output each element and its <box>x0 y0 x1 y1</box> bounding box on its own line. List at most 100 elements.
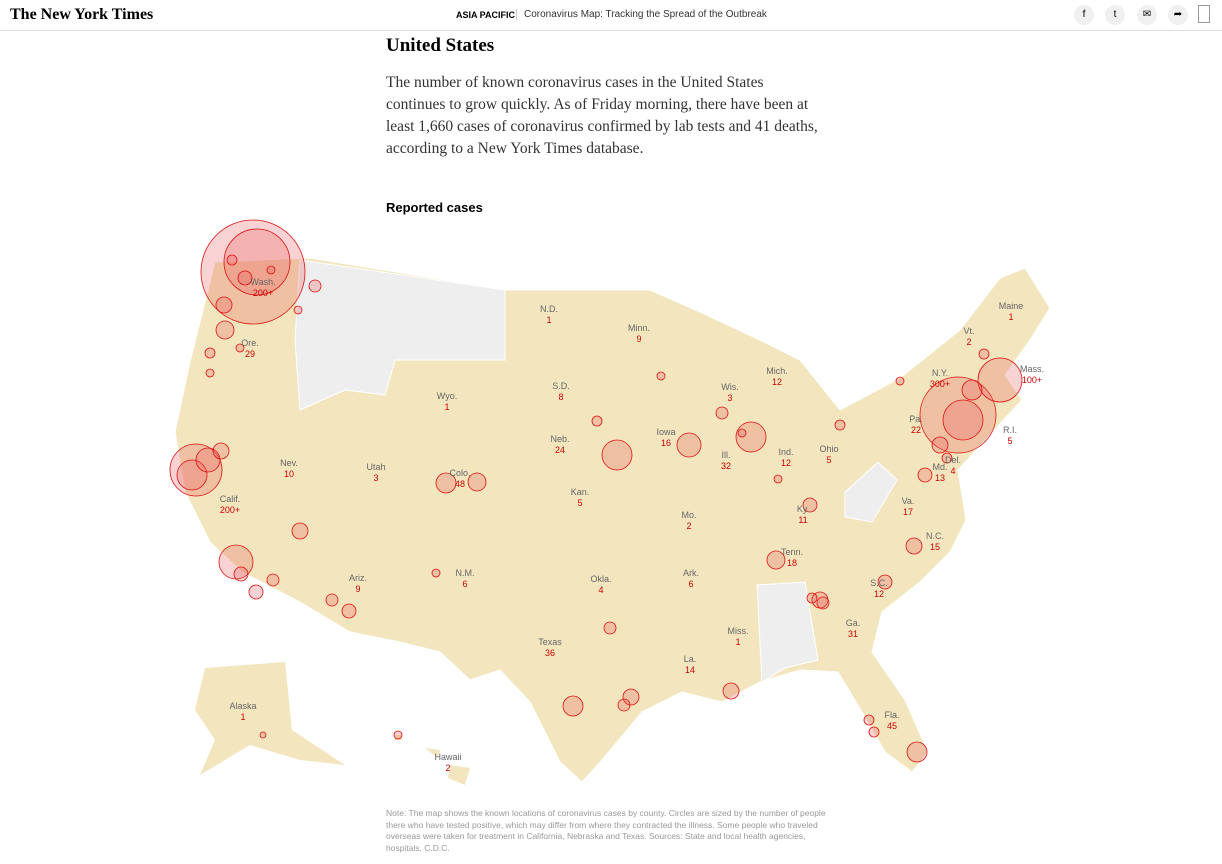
no-data-state <box>844 461 898 523</box>
email-button[interactable]: ✉ <box>1137 5 1157 25</box>
state-name: La. <box>684 654 697 664</box>
case-circle <box>977 357 1023 403</box>
state-cases: 1 <box>1008 312 1013 322</box>
state-cases: 12 <box>772 377 782 387</box>
case-circle <box>205 368 215 378</box>
case-circle <box>766 550 786 570</box>
state-cases: 14 <box>685 665 695 675</box>
state-cases: 3 <box>373 473 378 483</box>
state-name: N.C. <box>926 531 944 541</box>
state-name: Ky. <box>797 504 809 514</box>
twitter-button[interactable]: t <box>1105 5 1125 25</box>
state-cases: 9 <box>636 334 641 344</box>
case-circle <box>237 270 253 286</box>
case-circle <box>195 447 221 473</box>
top-bar: The New York Times ASIA PACIFIC Coronavi… <box>0 0 1222 31</box>
case-circle <box>834 419 846 431</box>
state-name: Kan. <box>571 487 590 497</box>
state-cases: 100+ <box>1022 375 1042 385</box>
case-circle <box>393 730 403 740</box>
state-name: Pa. <box>909 414 923 424</box>
case-circle <box>656 371 666 381</box>
state-name: Mo. <box>681 510 696 520</box>
state-name: N.M. <box>456 568 475 578</box>
state-cases: 22 <box>911 425 921 435</box>
state-cases: 48 <box>455 479 465 489</box>
case-circle <box>802 497 818 513</box>
state-cases: 300+ <box>930 379 950 389</box>
state-name: Ill. <box>722 450 731 460</box>
case-circle <box>200 219 306 325</box>
facebook-button[interactable]: f <box>1074 5 1094 25</box>
case-circle <box>617 698 631 712</box>
state-cases: 13 <box>935 473 945 483</box>
case-circle <box>863 714 875 726</box>
state-cases: 8 <box>558 392 563 402</box>
state-name: S.C. <box>870 578 888 588</box>
state-name: Wis. <box>721 382 739 392</box>
heading: United States <box>386 35 495 56</box>
state-name: Ore. <box>241 338 259 348</box>
case-circle <box>169 443 223 497</box>
bookmark-button[interactable] <box>1198 5 1210 23</box>
state-cases: 2 <box>445 763 450 773</box>
state-name: Ark. <box>683 568 699 578</box>
state-name: Alaska <box>229 701 256 711</box>
case-circle <box>905 537 923 555</box>
case-circle <box>942 399 984 441</box>
case-circle <box>341 603 357 619</box>
case-circle <box>737 428 747 438</box>
state-cases: 3 <box>727 393 732 403</box>
case-circle <box>773 474 783 484</box>
case-circle <box>293 305 303 315</box>
state-name: Okla. <box>590 574 611 584</box>
state-name: Minn. <box>628 323 650 333</box>
case-circle <box>215 296 233 314</box>
case-circle <box>325 593 339 607</box>
map: Wash.200+Ore.29Calif.200+Nev.10Utah3Ariz… <box>169 219 1051 785</box>
case-circle <box>978 348 990 360</box>
case-circle <box>601 439 633 471</box>
share-button[interactable]: ➦ <box>1168 5 1188 25</box>
state-name: Iowa <box>656 427 675 437</box>
state-name: Mich. <box>766 366 788 376</box>
case-circle <box>223 228 291 296</box>
state-cases: 2 <box>966 337 971 347</box>
state-name: Hawaii <box>434 752 461 762</box>
case-circle <box>435 472 457 494</box>
state-labels: Wash.200+Ore.29Calif.200+Nev.10Utah3Ariz… <box>220 277 1044 773</box>
section[interactable]: ASIA PACIFIC <box>456 10 516 20</box>
state-cases: 29 <box>245 349 255 359</box>
state-name: R.I. <box>1003 425 1017 435</box>
case-circle <box>562 695 584 717</box>
state-cases: 6 <box>688 579 693 589</box>
state-name: Mass. <box>1020 364 1044 374</box>
state-cases: 5 <box>826 455 831 465</box>
case-circle <box>941 452 953 464</box>
case-circle <box>961 379 983 401</box>
alaska-land <box>195 662 345 775</box>
case-circle <box>877 574 893 590</box>
state-cases: 1 <box>735 637 740 647</box>
case-circle <box>233 566 249 582</box>
state-name: Ariz. <box>349 573 367 583</box>
case-circle <box>467 472 487 492</box>
case-circle <box>259 731 267 739</box>
state-name: Tenn. <box>781 547 803 557</box>
state-cases: 4 <box>598 585 603 595</box>
hawaii-land <box>395 735 470 785</box>
state-cases: 15 <box>930 542 940 552</box>
state-cases: 1 <box>546 315 551 325</box>
state-cases: 32 <box>721 461 731 471</box>
case-circles <box>169 219 1023 763</box>
headline: Coronavirus Map: Tracking the Spread of … <box>516 9 767 20</box>
no-data-state <box>756 581 819 683</box>
state-cases: 5 <box>577 498 582 508</box>
state-cases: 45 <box>887 721 897 731</box>
case-circle <box>715 406 729 420</box>
logo[interactable]: The New York Times <box>10 6 154 23</box>
case-circle <box>176 459 208 491</box>
case-circle <box>266 265 276 275</box>
state-name: Colo. <box>449 468 470 478</box>
